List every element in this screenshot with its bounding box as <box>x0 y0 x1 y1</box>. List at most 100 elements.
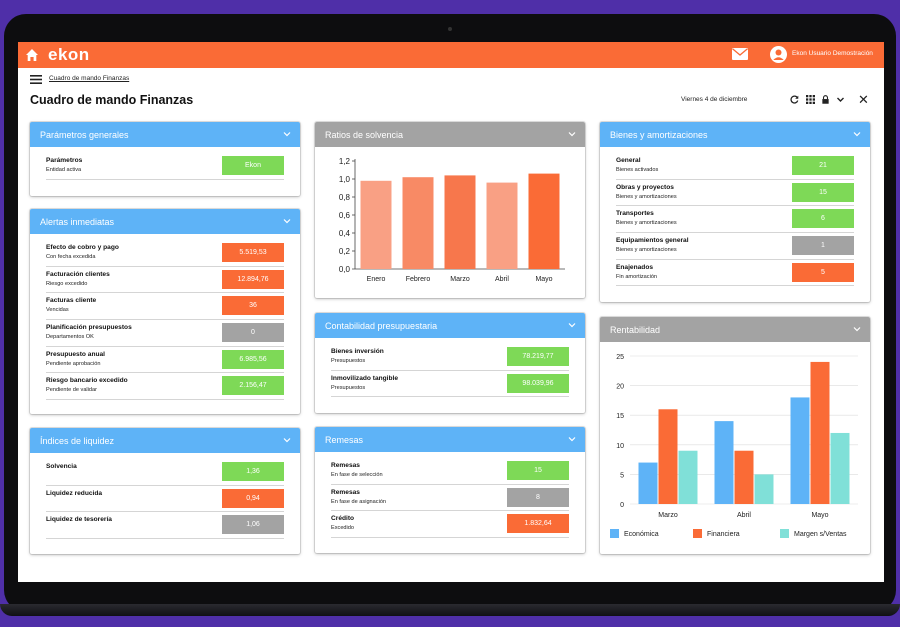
y-tick-label: 0,4 <box>339 229 351 238</box>
x-tick-label: Abril <box>737 512 751 519</box>
value-badge[interactable]: 5.519,53 <box>222 243 284 262</box>
item-title: Efecto de cobro y pago <box>46 244 119 251</box>
item-title: Inmovilizado tangible <box>331 374 399 382</box>
chevron-down-icon[interactable] <box>568 321 576 329</box>
card-header[interactable]: Alertas inmediatas <box>30 209 300 234</box>
list-item[interactable]: Solvencia 1,36 <box>46 459 284 486</box>
card-remesas: Remesas Remesas En fase de selección 15 Rem… <box>315 427 585 553</box>
list-item[interactable]: Parámetros Entidad activa Ekon <box>46 153 284 180</box>
row-list: Efecto de cobro y pago Con fecha excedida… <box>30 234 300 401</box>
value-badge[interactable]: 98.039,96 <box>507 373 569 393</box>
chevron-down-icon[interactable] <box>283 217 291 225</box>
item-title: Presupuesto anual <box>46 350 105 358</box>
top-bar: ekon Ekon Usuario Demostración <box>18 42 884 68</box>
list-item[interactable]: General Bienes activados 21 <box>616 153 854 180</box>
item-title: General <box>616 157 641 164</box>
value-badge[interactable]: 5 <box>792 262 854 282</box>
list-item[interactable]: Facturación clientes Riesgo excedido 12.89… <box>46 267 284 294</box>
refresh-icon[interactable] <box>790 95 799 104</box>
list-item[interactable]: Enajenados Fin amortización 5 <box>616 260 854 287</box>
bar[interactable] <box>528 173 560 269</box>
user-avatar-icon[interactable] <box>770 46 787 63</box>
list-item[interactable]: Obras y proyectos Bienes y amortizaciones… <box>616 180 854 207</box>
chevron-down-icon[interactable] <box>853 325 861 333</box>
app-logo[interactable]: ekon <box>48 45 90 64</box>
close-icon[interactable]: ✕ <box>858 92 869 107</box>
value-badge[interactable]: 6.985,56 <box>222 349 284 369</box>
value-badge[interactable]: Ekon <box>222 156 284 175</box>
list-item[interactable]: Riesgo bancario excedido Pendiente de val… <box>46 373 284 401</box>
lock-icon[interactable] <box>821 95 830 104</box>
legend-label: Financiera <box>707 531 740 538</box>
list-item[interactable]: Liquidez reducida 0,94 <box>46 486 284 513</box>
card-header[interactable]: Ratios de solvencia <box>315 122 585 147</box>
value-badge[interactable]: 1 <box>792 236 854 256</box>
bar[interactable] <box>830 432 850 504</box>
value-badge[interactable]: 12.894,76 <box>222 269 284 289</box>
value-badge[interactable]: 36 <box>222 296 284 316</box>
laptop-base <box>0 604 900 616</box>
bar[interactable] <box>444 175 476 269</box>
value-badge[interactable]: 1.832,64 <box>507 514 569 534</box>
card-header[interactable]: Rentabilidad <box>600 317 870 342</box>
list-item[interactable]: Transportes Bienes y amortizaciones 6 <box>616 206 854 234</box>
list-item[interactable]: Facturas cliente Vencidas 36 <box>46 293 284 321</box>
value-badge[interactable]: 2.156,47 <box>222 376 284 396</box>
value-badge[interactable]: 6 <box>792 209 854 229</box>
chevron-down-icon[interactable] <box>853 130 861 138</box>
value-badge[interactable]: 15 <box>792 182 854 202</box>
bar[interactable] <box>678 450 698 504</box>
chevron-down-icon[interactable] <box>568 435 576 443</box>
list-item[interactable]: Equipamientos general Bienes y amortizaci… <box>616 233 854 260</box>
bar[interactable] <box>402 177 434 269</box>
value-badge[interactable]: 0 <box>222 323 284 343</box>
value-badge[interactable]: 1,36 <box>222 462 284 481</box>
chevron-down-icon[interactable] <box>568 130 576 138</box>
value-badge[interactable]: 8 <box>507 487 569 507</box>
card-header[interactable]: Bienes y amortizaciones <box>600 122 870 147</box>
bar[interactable] <box>486 182 518 269</box>
value-badge[interactable]: 1,06 <box>222 515 284 535</box>
bar[interactable] <box>790 397 810 504</box>
card-header[interactable]: Parámetros generales <box>30 122 300 147</box>
card-title: Bienes y amortizaciones <box>610 129 708 140</box>
user-name[interactable]: Ekon Usuario Demostración <box>792 50 873 57</box>
list-item[interactable]: Presupuesto anual Pendiente aprobación 6.9… <box>46 347 284 374</box>
y-tick-label: 5 <box>620 472 624 479</box>
bar[interactable] <box>810 361 830 504</box>
chevron-down-icon[interactable] <box>283 436 291 444</box>
home-icon[interactable] <box>25 48 39 62</box>
bar[interactable] <box>714 421 734 504</box>
value-badge[interactable]: 78.219,77 <box>507 347 569 366</box>
item-subtitle: Presupuestos <box>331 384 366 391</box>
card-header[interactable]: Remesas <box>315 427 585 452</box>
list-item[interactable]: Inmovilizado tangible Presupuestos 98.039,… <box>331 371 569 398</box>
breadcrumb[interactable]: Cuadro de mando Finanzas <box>49 75 130 82</box>
bar[interactable] <box>658 409 678 504</box>
list-item[interactable]: Remesas En fase de selección 15 <box>331 458 569 485</box>
item-subtitle: Vencidas <box>46 307 69 314</box>
bar[interactable] <box>754 474 774 504</box>
value-badge[interactable]: 0,94 <box>222 488 284 508</box>
card-header[interactable]: Índices de liquidez <box>30 428 300 453</box>
list-item[interactable]: Crédito Excedido 1.832,64 <box>331 511 569 539</box>
value-badge[interactable]: 21 <box>792 156 854 175</box>
list-item[interactable]: Planificación presupuestos Departamentos … <box>46 320 284 347</box>
value-badge[interactable]: 15 <box>507 461 569 480</box>
list-item[interactable]: Liquidez de tesorería 1,06 <box>46 512 284 540</box>
item-title: Parámetros <box>46 157 83 164</box>
hamburger-menu-icon[interactable] <box>30 75 42 84</box>
bar[interactable] <box>360 180 392 269</box>
card-header[interactable]: Contabilidad presupuestaria <box>315 313 585 338</box>
list-item[interactable]: Bienes inversión Presupuestos 78.219,77 <box>331 344 569 371</box>
list-item[interactable]: Efecto de cobro y pago Con fecha excedida… <box>46 240 284 267</box>
chevron-down-icon[interactable] <box>283 130 291 138</box>
bar[interactable] <box>638 462 658 504</box>
chevron-down-icon[interactable] <box>836 95 845 104</box>
list-item[interactable]: Remesas En fase de asignación 8 <box>331 485 569 512</box>
mail-icon[interactable] <box>732 48 748 60</box>
bar[interactable] <box>734 450 754 504</box>
card-title: Remesas <box>325 434 364 445</box>
card-contabilidad-presupuestaria: Contabilidad presupuestaria Bienes inver… <box>315 313 585 413</box>
grid-icon[interactable] <box>806 95 815 104</box>
